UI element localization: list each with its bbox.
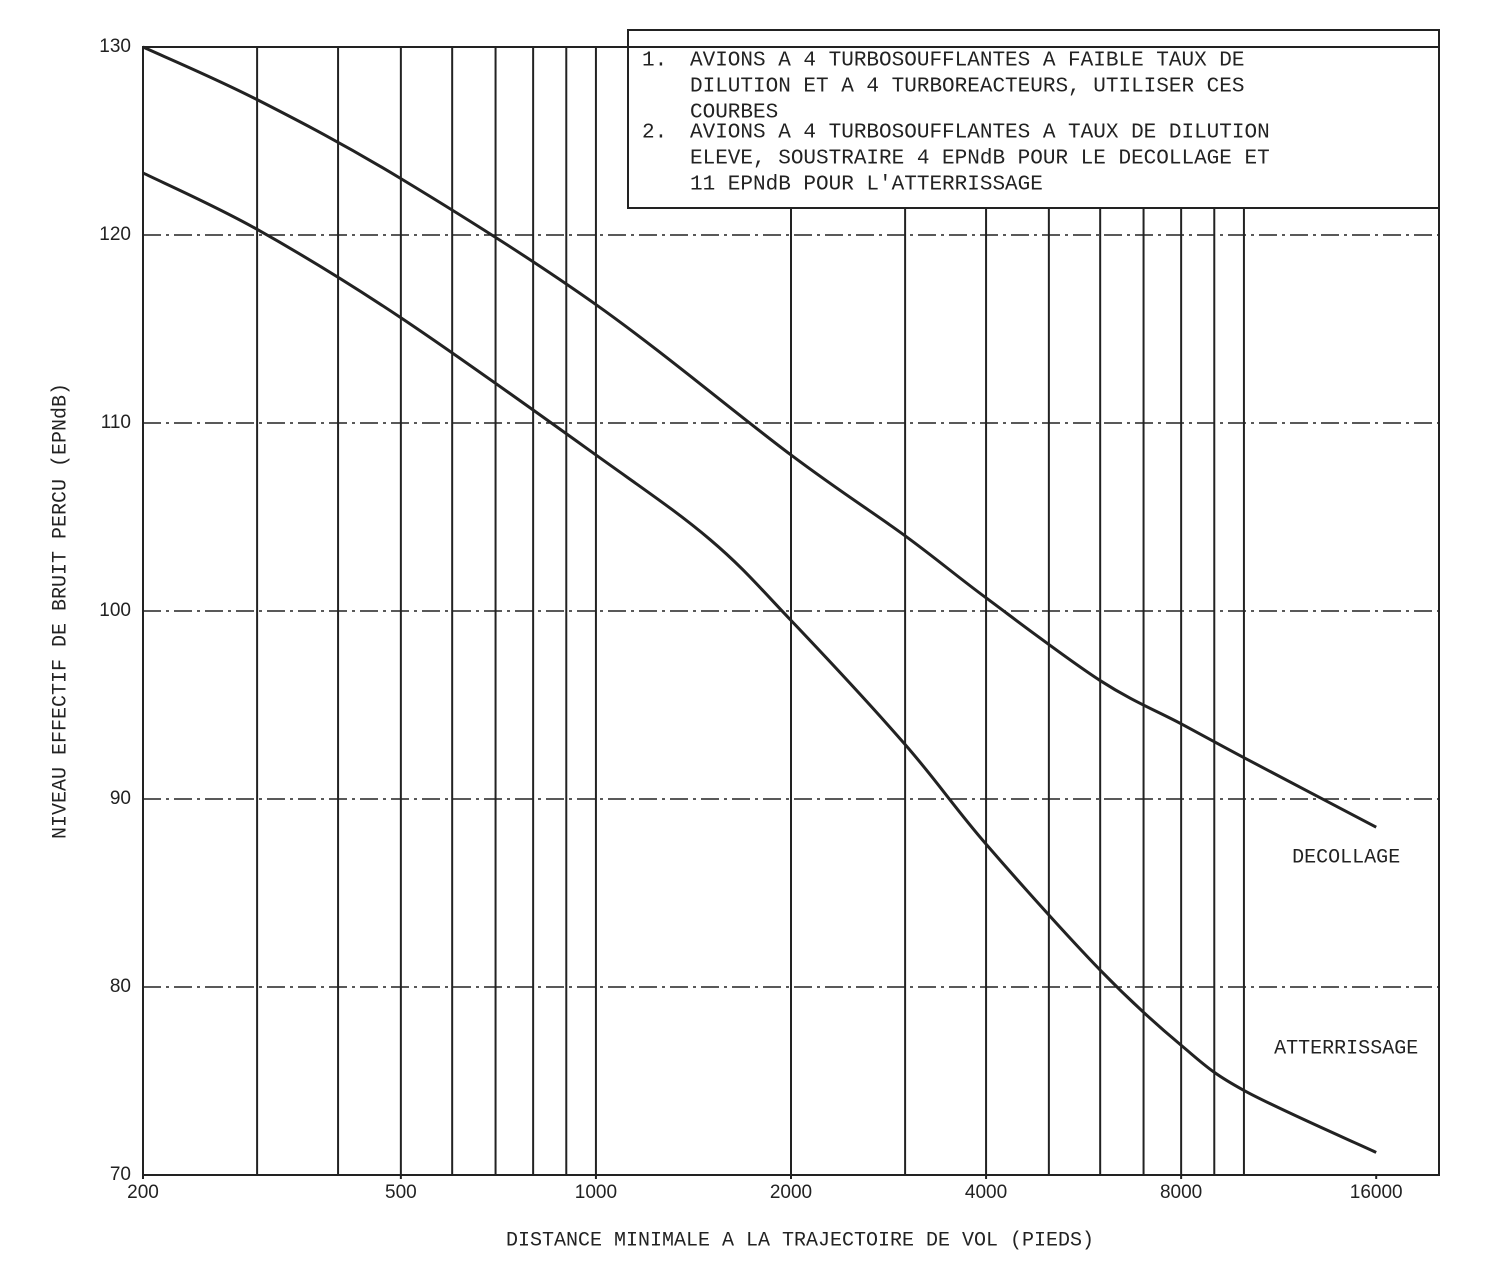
x-tick-label: 200 [127,1182,159,1203]
y-tick-label: 70 [110,1164,131,1185]
y-tick-label: 80 [110,976,131,997]
x-tick-label: 16000 [1350,1182,1403,1203]
series-label: DECOLLAGE [1292,846,1400,869]
x-tick-label: 4000 [965,1182,1007,1203]
y-tick-label: 120 [99,224,131,245]
y-tick-label: 130 [99,36,131,57]
curve [142,45,1377,829]
note-box [627,29,1440,209]
note-number: 2. [642,122,667,145]
x-axis-label: DISTANCE MINIMALE A LA TRAJECTOIRE DE VO… [506,1229,1094,1252]
y-tick-label: 110 [101,412,131,433]
note-line: AVIONS A 4 TURBOSOUFFLANTES A FAIBLE TAU… [690,50,1245,73]
y-tick-label: 100 [99,600,131,621]
x-tick-label: 2000 [770,1182,812,1203]
note-line: AVIONS A 4 TURBOSOUFFLANTES A TAUX DE DI… [690,122,1270,145]
note-line: ELEVE, SOUSTRAIRE 4 EPNdB POUR LE DECOLL… [690,148,1270,171]
y-tick-label: 90 [110,788,131,809]
y-axis-label: NIVEAU EFFECTIF DE BRUIT PERCU (EPNdB) [49,383,72,839]
curve [142,171,1377,1154]
note-number: 1. [642,50,667,73]
x-tick-label: 1000 [575,1182,617,1203]
note-line: COURBES [690,102,778,125]
note-line: 11 EPNdB POUR L'ATTERRISSAGE [690,174,1043,197]
x-tick-label: 8000 [1160,1182,1202,1203]
series-label: ATTERRISSAGE [1274,1038,1418,1061]
note-line: DILUTION ET A 4 TURBOREACTEURS, UTILISER… [690,76,1245,99]
plot-frame [142,46,1440,1176]
x-tick-label: 500 [385,1182,417,1203]
